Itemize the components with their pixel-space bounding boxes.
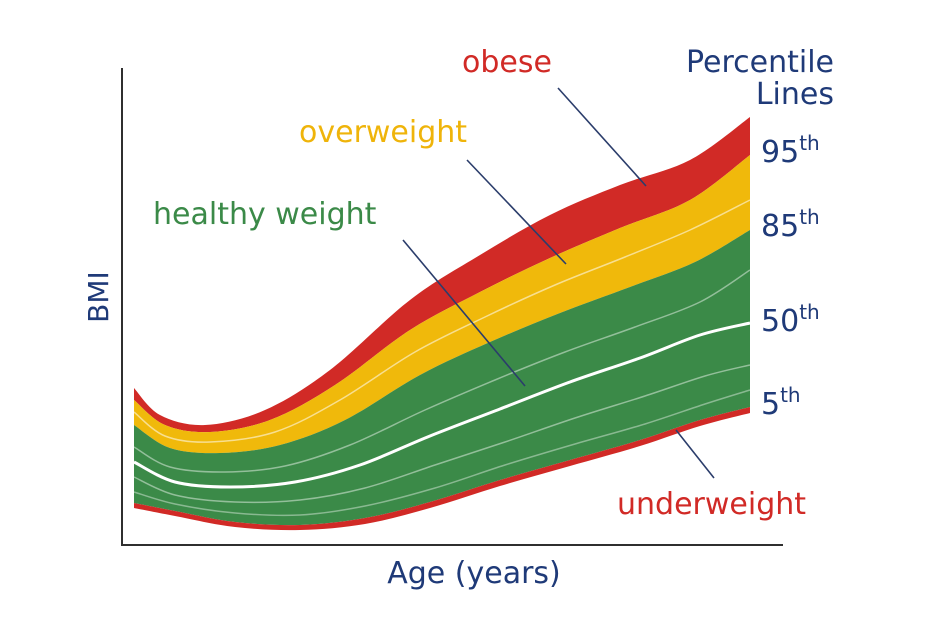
percentile-lines-title-line2: Lines (756, 77, 834, 112)
percentile-lines (133, 199, 751, 517)
y-axis-title: BMI (82, 271, 115, 323)
p10-line (133, 389, 751, 517)
overweight-leader (466, 159, 567, 265)
percentile-bands (134, 117, 750, 531)
obese-leader (557, 87, 647, 187)
underweight-band (134, 407, 750, 531)
leader-lines (402, 87, 715, 479)
underweight-leader (675, 429, 715, 479)
healthy-leader (402, 239, 526, 387)
healthy-weight-band (134, 230, 750, 526)
percentile-85-label: 85th (761, 205, 820, 244)
obese-band (134, 117, 750, 433)
x-axis-title: Age (years) (387, 556, 561, 591)
p25-line (133, 364, 751, 504)
p75-line (133, 269, 751, 473)
p50-line (133, 321, 751, 489)
percentile-5-label: 5th (761, 383, 801, 422)
overweight-label: overweight (299, 115, 467, 150)
p90-line (133, 199, 751, 443)
percentile-95-label: 95th (761, 131, 820, 170)
healthy-weight-label: healthy weight (153, 197, 377, 232)
percentile-50-label: 50th (761, 300, 820, 339)
obese-label: obese (462, 45, 552, 80)
percentile-lines-title: Percentile (686, 45, 834, 80)
underweight-label: underweight (617, 487, 806, 522)
